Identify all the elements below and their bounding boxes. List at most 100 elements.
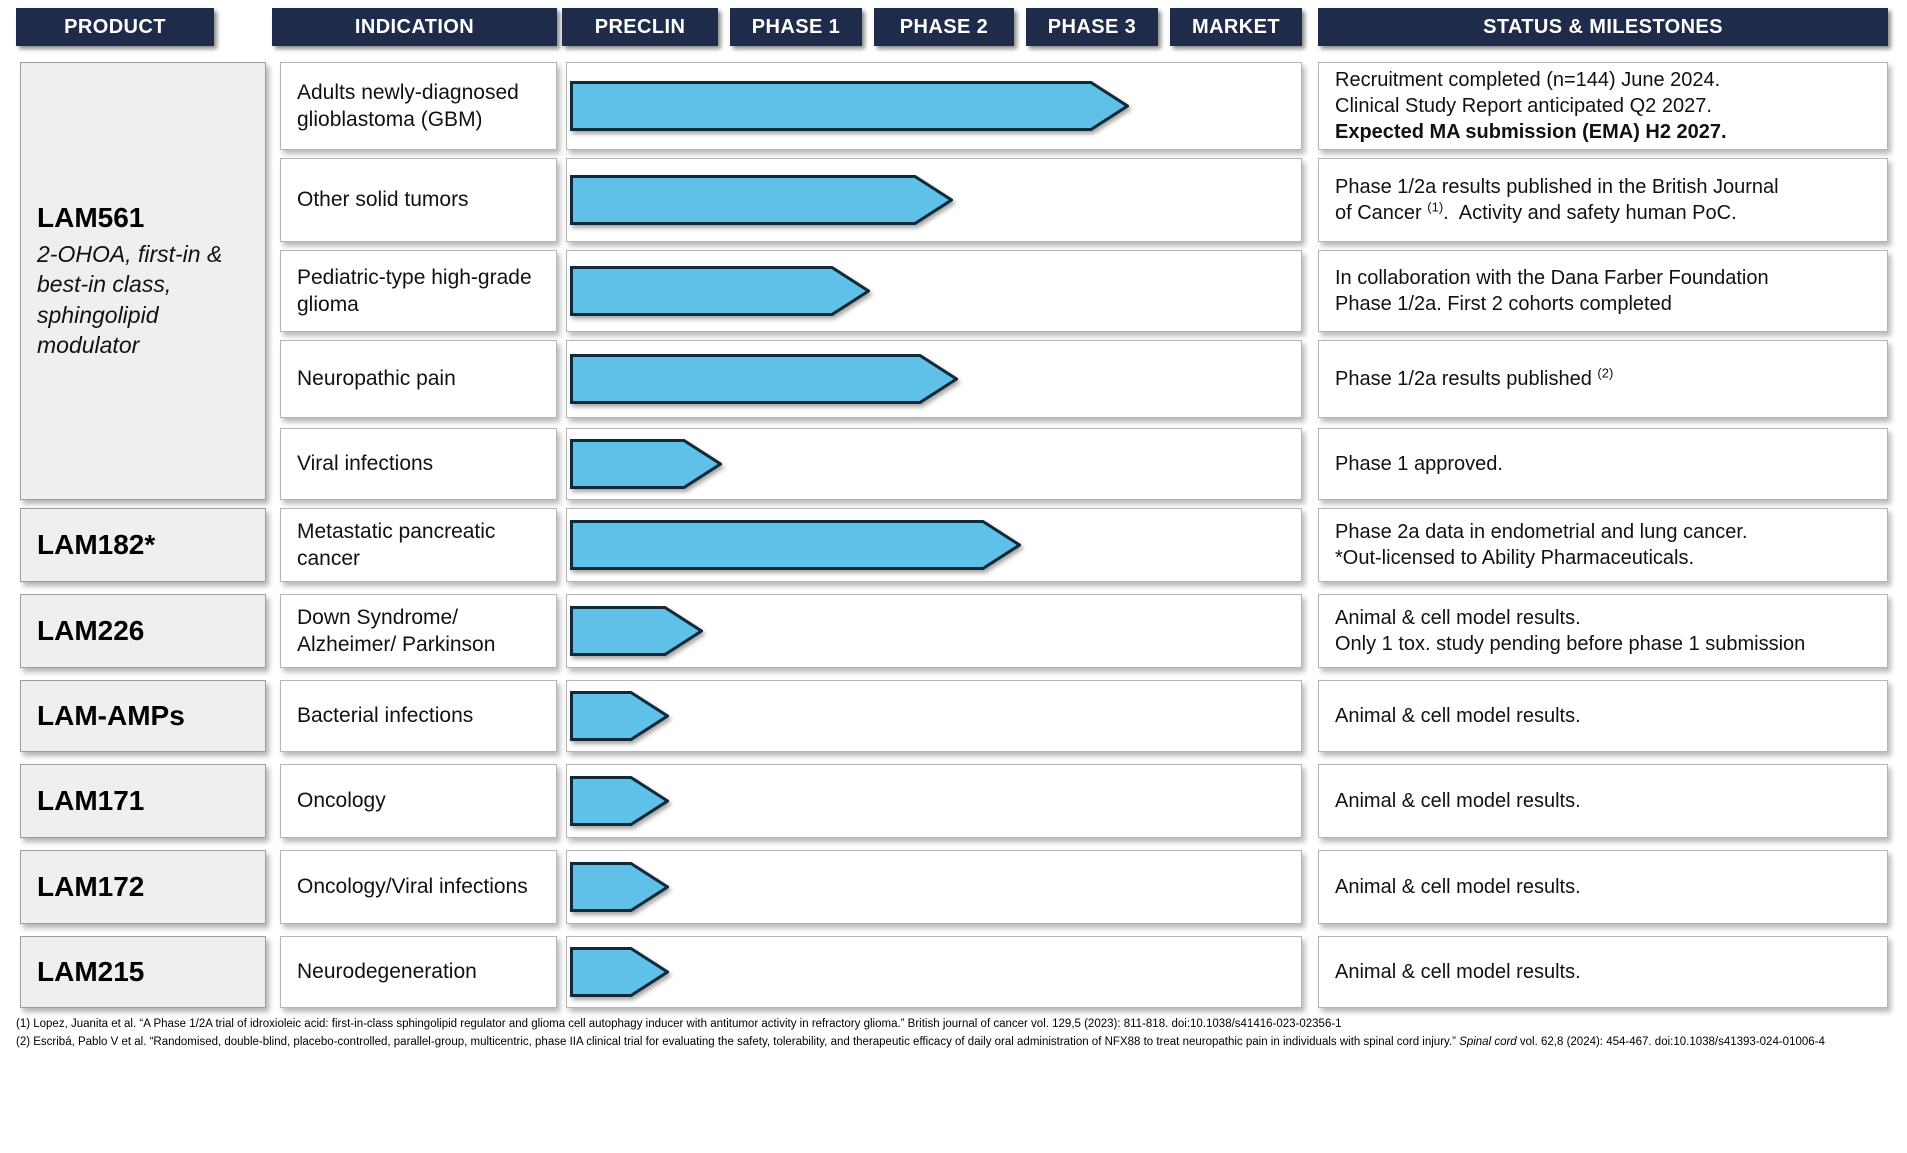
product-name: LAM226 xyxy=(37,615,145,647)
text-segment: Animal & cell model results. xyxy=(1335,607,1581,629)
indication-label: Pediatric-type high-grade glioma xyxy=(297,265,532,316)
product-subtitle: 2-OHOA, first-in & best-in class, sphing… xyxy=(37,241,223,359)
status-line: of Cancer (1). Activity and safety human… xyxy=(1335,200,1887,226)
footnote: (2) Escribá, Pablo V et al. “Randomised,… xyxy=(16,1034,1882,1052)
indication-label: Neuropathic pain xyxy=(297,367,456,391)
product-box: LAM182* xyxy=(20,508,266,582)
indication-cell: Oncology/Viral infections xyxy=(280,850,557,924)
phase-progress-arrow xyxy=(570,520,1021,570)
superscript-ref: (2) xyxy=(1597,365,1614,381)
text-segment: . Activity and safety human PoC. xyxy=(1443,202,1737,224)
text-segment: In collaboration with the Dana Farber Fo… xyxy=(1335,267,1769,289)
arrow-shape xyxy=(570,947,669,997)
arrow-shape xyxy=(570,81,1129,131)
status-line: Only 1 tox. study pending before phase 1… xyxy=(1335,631,1887,657)
product-box: LAM215 xyxy=(20,936,266,1008)
product-box: LAM-AMPs xyxy=(20,680,266,752)
text-segment: Phase 1 approved. xyxy=(1335,453,1503,475)
text-segment: (1) Lopez, Juanita et al. “A Phase 1/2A … xyxy=(16,1018,1342,1030)
text-segment: Phase 1/2a results published in the Brit… xyxy=(1335,176,1779,198)
status-line: Phase 1/2a results published in the Brit… xyxy=(1335,174,1887,200)
text-segment: Animal & cell model results. xyxy=(1335,961,1581,983)
header-cell-phase1: PHASE 1 xyxy=(730,8,862,46)
status-line: Expected MA submission (EMA) H2 2027. xyxy=(1335,119,1887,145)
phase-progress-arrow xyxy=(570,606,703,656)
status-line: In collaboration with the Dana Farber Fo… xyxy=(1335,265,1887,291)
indication-label: Metastatic pancreatic cancer xyxy=(297,519,496,570)
product-name: LAM-AMPs xyxy=(37,700,185,732)
status-line: Animal & cell model results. xyxy=(1335,605,1887,631)
product-box: LAM171 xyxy=(20,764,266,838)
product-name: LAM215 xyxy=(37,956,145,988)
status-line: Animal & cell model results. xyxy=(1335,703,1887,729)
status-line: Recruitment completed (n=144) June 2024. xyxy=(1335,67,1887,93)
product-box: LAM172 xyxy=(20,850,266,924)
phase-progress-arrow xyxy=(570,439,722,489)
text-segment: Animal & cell model results. xyxy=(1335,876,1581,898)
product-box: LAM561 2-OHOA, first-in & best-in class, … xyxy=(20,62,266,500)
indication-label: Neurodegeneration xyxy=(297,960,477,984)
text-segment: Spinal cord xyxy=(1459,1035,1517,1048)
indication-label: Oncology xyxy=(297,789,386,813)
phase-progress-arrow xyxy=(570,691,669,741)
footnote: (1) Lopez, Juanita et al. “A Phase 1/2A … xyxy=(16,1016,1882,1034)
arrow-shape xyxy=(570,691,669,741)
indication-cell: Oncology xyxy=(280,764,557,838)
arrow-shape xyxy=(570,266,870,316)
phase-progress-arrow xyxy=(570,81,1129,131)
product-box: LAM226 xyxy=(20,594,266,668)
indication-cell: Pediatric-type high-grade glioma xyxy=(280,250,557,332)
footnotes: (1) Lopez, Juanita et al. “A Phase 1/2A … xyxy=(16,1016,1882,1052)
indication-label: Other solid tumors xyxy=(297,188,469,212)
text-segment: Phase 2a data in endometrial and lung ca… xyxy=(1335,521,1748,543)
status-line: Phase 1/2a results published (2) xyxy=(1335,366,1887,392)
phase-track xyxy=(566,850,1302,924)
status-line: Animal & cell model results. xyxy=(1335,874,1887,900)
phase-progress-arrow xyxy=(570,776,669,826)
phase-progress-arrow xyxy=(570,175,953,225)
indication-label: Down Syndrome/ Alzheimer/ Parkinson xyxy=(297,605,496,656)
product-name: LAM171 xyxy=(37,785,145,817)
text-segment: Clinical Study Report anticipated Q2 202… xyxy=(1335,95,1712,117)
text-segment: (2) Escribá, Pablo V et al. “Randomised,… xyxy=(16,1035,1460,1048)
status-cell: Recruitment completed (n=144) June 2024.… xyxy=(1318,62,1888,150)
indication-label: Oncology/Viral infections xyxy=(297,875,528,899)
phase-progress-arrow xyxy=(570,266,870,316)
text-segment: Animal & cell model results. xyxy=(1335,790,1581,812)
status-cell: Animal & cell model results. xyxy=(1318,764,1888,838)
header-cell-phase3: PHASE 3 xyxy=(1026,8,1158,46)
status-line: Phase 1/2a. First 2 cohorts completed xyxy=(1335,291,1887,317)
text-segment: *Out-licensed to Ability Pharmaceuticals… xyxy=(1335,547,1695,569)
status-line: Phase 2a data in endometrial and lung ca… xyxy=(1335,519,1887,545)
arrow-shape xyxy=(570,439,722,489)
status-cell: In collaboration with the Dana Farber Fo… xyxy=(1318,250,1888,332)
status-cell: Phase 1/2a results published in the Brit… xyxy=(1318,158,1888,242)
phase-track xyxy=(566,680,1302,752)
indication-cell: Metastatic pancreatic cancer xyxy=(280,508,557,582)
text-segment: Phase 1/2a. First 2 cohorts completed xyxy=(1335,293,1672,315)
text-segment: Recruitment completed (n=144) June 2024. xyxy=(1335,69,1721,91)
header-cell-indication: INDICATION xyxy=(272,8,557,46)
indication-cell: Other solid tumors xyxy=(280,158,557,242)
text-segment: vol. 62,8 (2024): 454-467. doi:10.1038/s… xyxy=(1516,1035,1825,1048)
text-segment: of Cancer xyxy=(1335,202,1428,224)
header-cell-status: STATUS & MILESTONES xyxy=(1318,8,1888,46)
status-cell: Animal & cell model results. xyxy=(1318,936,1888,1008)
phase-track xyxy=(566,764,1302,838)
phase-track xyxy=(566,936,1302,1008)
phase-progress-arrow xyxy=(570,354,958,404)
arrow-shape xyxy=(570,354,958,404)
status-line: Phase 1 approved. xyxy=(1335,451,1887,477)
indication-cell: Viral infections xyxy=(280,428,557,500)
status-line: Clinical Study Report anticipated Q2 202… xyxy=(1335,93,1887,119)
arrow-shape xyxy=(570,520,1021,570)
text-segment: Phase 1/2a results published xyxy=(1335,368,1598,390)
text-segment: Animal & cell model results. xyxy=(1335,705,1581,727)
status-cell: Phase 2a data in endometrial and lung ca… xyxy=(1318,508,1888,582)
text-segment: Only 1 tox. study pending before phase 1… xyxy=(1335,633,1806,655)
product-name: LAM182* xyxy=(37,529,156,561)
arrow-shape xyxy=(570,776,669,826)
status-cell: Animal & cell model results. xyxy=(1318,680,1888,752)
status-cell: Phase 1 approved. xyxy=(1318,428,1888,500)
